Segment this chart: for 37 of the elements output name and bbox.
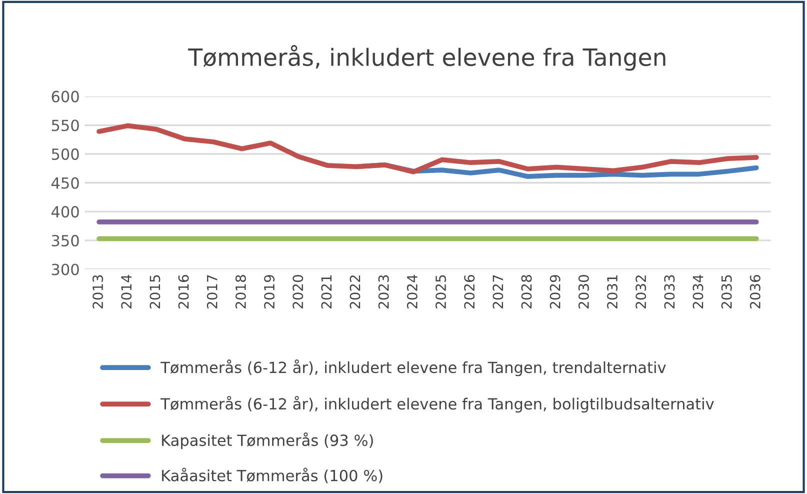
x-tick-label: 2013 (92, 275, 104, 308)
x-tick-label: 2028 (521, 275, 532, 308)
y-tick-label: 450 (51, 177, 79, 189)
y-tick-label: 350 (52, 234, 79, 246)
x-tick-label: 2032 (636, 275, 646, 308)
x-tick-label: 2021 (321, 275, 332, 308)
y-tick-label: 550 (52, 120, 79, 132)
legend-label: Kapasitet Tømmerås (93 %) (162, 432, 373, 450)
x-tick-label: 2020 (292, 275, 304, 308)
legend-label: Kaåasitet Tømmerås (100 %) (162, 468, 382, 484)
x-tick-label: 2035 (721, 275, 732, 308)
x-tick-label: 2034 (692, 274, 704, 308)
x-tick-label: 2030 (578, 275, 589, 308)
legend-label: Tømmerås (6-12 år), inkludert elevene fra Tangen, boligtilbudsalternativ (160, 396, 714, 413)
x-tick-label: 2018 (235, 275, 246, 308)
y-tick-label: 300 (52, 264, 79, 276)
x-tick-label: 2019 (264, 275, 275, 308)
x-tick-label: 2036 (750, 274, 760, 308)
x-tick-label: 2022 (350, 275, 360, 308)
y-tick-label: 500 (52, 148, 79, 160)
legend-label: Tømmerås (6-12 år), inkludert elevene fra Tangen, trendalternativ (160, 360, 666, 376)
chart-title: Tømmerås, inkludert elevene fra Tangen (188, 45, 666, 71)
x-tick-label: 2027 (492, 275, 504, 308)
x-tick-label: 2015 (150, 275, 160, 308)
x-tick-label: 2014 (121, 274, 132, 308)
x-tick-label: 2024 (406, 274, 418, 308)
x-tick-label: 2033 (664, 275, 675, 308)
x-tick-label: 2023 (378, 275, 389, 308)
line-series (96, 123, 759, 174)
y-tick-label: 600 (52, 90, 79, 102)
x-tick-label: 2025 (436, 275, 446, 308)
x-tick-label: 2031 (607, 275, 618, 308)
x-tick-label: 2029 (550, 275, 560, 308)
x-tick-label: 2016 (178, 274, 189, 308)
x-tick-label: 2017 (206, 275, 218, 308)
y-tick-label: 400 (51, 206, 79, 218)
x-tick-label: 2026 (464, 274, 475, 308)
